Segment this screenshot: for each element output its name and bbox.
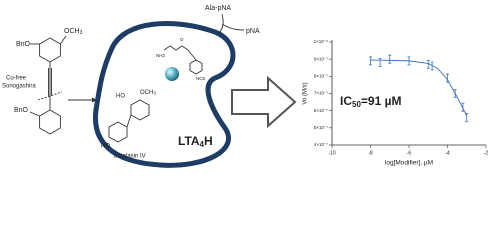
y-tick-label: 7×10⁻⁷ bbox=[314, 91, 329, 96]
graphical-abstract: BnO OCH3 Cu-free Sonogashira BnO NH2 O N… bbox=[2, 5, 489, 168]
data-point bbox=[388, 54, 392, 64]
y-tick-label: 9×10⁻⁷ bbox=[314, 56, 329, 61]
process-arrow bbox=[231, 75, 297, 129]
data-point bbox=[407, 56, 411, 66]
label: Ala-pNA bbox=[205, 5, 231, 12]
enzyme-label: LTA4H bbox=[178, 134, 213, 149]
label: IC bbox=[340, 94, 352, 108]
label: O bbox=[180, 37, 184, 42]
ring bbox=[108, 121, 128, 143]
y-tick-label: 8×10⁻⁷ bbox=[314, 74, 329, 79]
x-tick-label: -8 bbox=[368, 150, 373, 156]
ring bbox=[189, 59, 203, 75]
bond bbox=[126, 114, 132, 128]
ring bbox=[39, 37, 61, 63]
label: 50 bbox=[352, 100, 361, 109]
data-point bbox=[453, 89, 457, 98]
bond bbox=[163, 45, 189, 51]
x-tick-label: -2 bbox=[484, 150, 489, 156]
label: OCH3 bbox=[140, 90, 156, 96]
bond bbox=[29, 111, 40, 117]
label: batatasin IV bbox=[114, 154, 146, 160]
data-point bbox=[426, 59, 430, 69]
data-point bbox=[461, 102, 465, 112]
label: OCH bbox=[64, 28, 80, 35]
data-point bbox=[446, 73, 449, 83]
bond bbox=[187, 49, 197, 61]
chart: 4×10⁻⁷ 5×10⁻⁷ 6×10⁻⁷ 7×10⁻⁷ 8×10⁻⁷ 9×10⁻⁷ 1×10… bbox=[303, 39, 489, 167]
label: 3 bbox=[153, 91, 156, 96]
y-tick-label: 6×10⁻⁷ bbox=[314, 108, 329, 113]
dashed-bond bbox=[37, 91, 63, 101]
label: 4 bbox=[200, 140, 205, 149]
ic50-label: IC50=91 µM bbox=[340, 94, 402, 109]
data-point bbox=[369, 56, 372, 66]
label: HO bbox=[101, 144, 110, 150]
y-tick-label: 5×10⁻⁷ bbox=[314, 125, 329, 130]
bond bbox=[60, 35, 67, 45]
ring bbox=[39, 109, 61, 135]
label: OCH3 bbox=[64, 28, 83, 36]
label: BnO bbox=[16, 41, 31, 48]
x-tick-label: -4 bbox=[445, 150, 450, 156]
label: Cu-free bbox=[6, 76, 27, 82]
data-point bbox=[465, 113, 469, 122]
label: NO2 bbox=[196, 76, 206, 81]
x-tick-label: -10 bbox=[328, 150, 335, 156]
enzyme-pocket bbox=[92, 21, 236, 168]
data-point bbox=[378, 58, 382, 67]
x-axis-label: log[Modifier], µM bbox=[385, 160, 433, 167]
x-tick-label: -6 bbox=[407, 150, 412, 156]
label: H bbox=[204, 134, 213, 148]
arrow bbox=[221, 23, 245, 31]
label: =91 µM bbox=[361, 94, 402, 108]
ring bbox=[130, 99, 150, 121]
label: BnO bbox=[14, 107, 29, 114]
label: HO bbox=[116, 94, 125, 100]
label: LTA bbox=[178, 134, 200, 148]
label: pNA bbox=[246, 28, 260, 35]
label: Sonogashira bbox=[2, 84, 36, 90]
label: 3 bbox=[80, 30, 83, 36]
y-axis-label: Vo (M/s) bbox=[303, 82, 309, 104]
label: OCH bbox=[140, 90, 153, 96]
data-point bbox=[430, 61, 434, 71]
zinc-ion bbox=[165, 67, 179, 81]
label: NH2 bbox=[156, 53, 165, 58]
y-tick-label: 1×10⁻⁶ bbox=[314, 39, 329, 44]
y-tick-label: 4×10⁻⁷ bbox=[314, 142, 329, 147]
arrowhead bbox=[92, 97, 97, 103]
